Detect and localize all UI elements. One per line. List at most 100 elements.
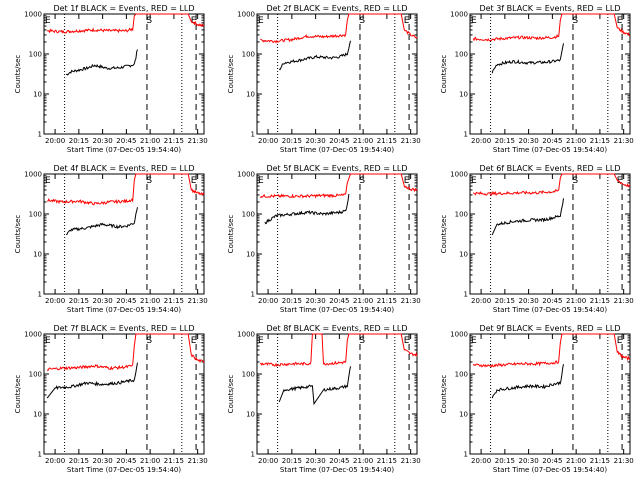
series-events-line [491,364,564,399]
x-tick-label: 21:30 [188,297,208,305]
y-tick-label: 10 [33,91,42,99]
x-tick-label: 20:45 [542,297,562,305]
eclipse-mark: E [617,176,623,186]
x-tick-label: 20:45 [542,457,562,465]
plot-frame [256,173,418,295]
plot-frame [256,13,418,135]
y-tick-label: 100 [29,371,42,379]
x-tick-label: 21:15 [377,137,397,145]
plot-frame [469,333,631,455]
x-tick-label: 20:30 [519,457,539,465]
y-tick-label: 100 [29,51,42,59]
x-tick-label: 21:15 [377,457,397,465]
y-tick-label: 1 [464,451,468,459]
panel-title: Det 1f BLACK = Events, RED = LLD [53,4,194,13]
plot-frame [43,333,205,455]
x-tick-label: 20:15 [495,297,515,305]
saa-mark: S [359,16,365,26]
y-tick-label: 1 [38,131,42,139]
eclipse-mark: E [191,336,197,346]
x-tick-label: 20:15 [495,137,515,145]
series-lld-line [259,173,418,199]
series-events-line [278,40,351,71]
series-events-line [278,366,351,406]
y-tick-label: 10 [459,411,468,419]
saa-mark: S [572,176,578,186]
plot-frame [469,173,631,295]
y-tick-label: 100 [455,51,468,59]
saa-mark: S [572,16,578,26]
panel-6: Det 6f BLACK = Events, RED = LLD 1 10 100 10… [440,164,634,314]
panel-9: Det 9f BLACK = Events, RED = LLD 1 10 100 10… [440,324,634,474]
eclipse-mark: E [471,16,477,26]
panel-title: Det 5f BLACK = Events, RED = LLD [266,164,407,173]
x-tick-label: 20:00 [45,297,65,305]
x-tick-label: 20:00 [258,297,278,305]
y-axis-label: Counts/sec [227,375,235,414]
y-tick-label: 1000 [450,171,468,179]
series-lld-line [46,13,205,34]
plot-frame [43,173,205,295]
y-tick-label: 1 [38,291,42,299]
series-lld-line [259,333,418,367]
x-axis-label: Start Time (07-Dec-05 19:54:40) [280,146,394,154]
panel-2: Det 2f BLACK = Events, RED = LLD 1 10 100 10… [227,4,421,154]
x-tick-label: 20:30 [93,297,113,305]
y-tick-label: 1 [251,291,255,299]
y-axis-label: Counts/sec [227,55,235,94]
y-tick-label: 1 [251,131,255,139]
y-tick-label: 1000 [450,11,468,19]
x-tick-label: 21:30 [188,457,208,465]
x-tick-label: 20:30 [306,137,326,145]
eclipse-mark: E [404,176,410,186]
series-events-line [46,362,138,399]
x-tick-label: 21:30 [614,137,634,145]
y-tick-label: 1000 [237,331,255,339]
series-events-line [65,49,138,76]
x-tick-label: 20:15 [282,457,302,465]
y-tick-label: 10 [246,251,255,259]
x-tick-label: 20:30 [93,457,113,465]
x-tick-label: 21:15 [590,457,610,465]
y-tick-label: 10 [459,91,468,99]
x-axis-label: Start Time (07-Dec-05 19:54:40) [67,146,181,154]
panel-title: Det 8f BLACK = Events, RED = LLD [266,324,407,333]
eclipse-mark: E [471,176,477,186]
x-tick-label: 20:45 [542,137,562,145]
eclipse-mark: E [45,336,51,346]
panel-title: Det 2f BLACK = Events, RED = LLD [266,4,407,13]
y-axis-label: Counts/sec [227,215,235,254]
x-axis-label: Start Time (07-Dec-05 19:54:40) [67,466,181,474]
x-tick-label: 21:00 [353,137,373,145]
x-tick-label: 20:00 [258,457,278,465]
x-tick-label: 20:45 [116,457,136,465]
x-tick-label: 21:30 [401,457,421,465]
eclipse-mark: E [45,176,51,186]
x-tick-label: 20:15 [282,137,302,145]
series-events-line [491,198,564,236]
x-tick-label: 20:00 [471,137,491,145]
y-tick-label: 1000 [24,11,42,19]
x-tick-label: 20:00 [471,457,491,465]
x-tick-label: 20:15 [69,137,89,145]
panel-title: Det 4f BLACK = Events, RED = LLD [53,164,194,173]
eclipse-mark: E [191,16,197,26]
x-tick-label: 21:15 [164,137,184,145]
y-axis-label: Counts/sec [14,55,22,94]
x-tick-label: 20:00 [45,457,65,465]
saa-mark: S [572,336,578,346]
series-events-line [65,207,138,236]
x-tick-label: 20:45 [329,297,349,305]
plot-frame [256,333,418,455]
series-lld-line [47,173,205,206]
y-axis-label: Counts/sec [14,375,22,414]
eclipse-mark: E [45,16,51,26]
panel-title: Det 9f BLACK = Events, RED = LLD [479,324,620,333]
series-lld-line [46,333,205,372]
y-tick-label: 10 [33,411,42,419]
y-tick-label: 10 [246,91,255,99]
y-tick-label: 1 [464,291,468,299]
x-axis-label: Start Time (07-Dec-05 19:54:40) [493,146,607,154]
x-tick-label: 21:30 [188,137,208,145]
x-axis-label: Start Time (07-Dec-05 19:54:40) [493,466,607,474]
